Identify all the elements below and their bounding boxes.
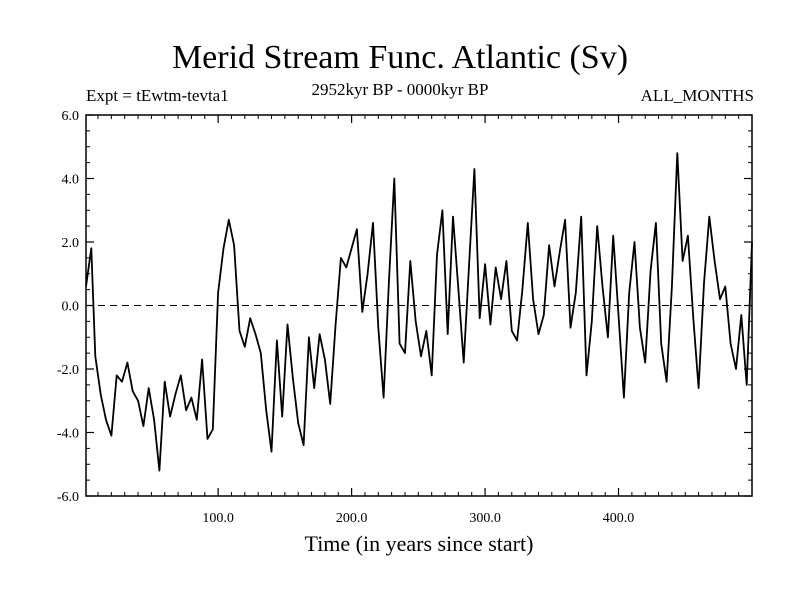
- months-label: ALL_MONTHS: [640, 86, 754, 105]
- y-tick-label: 2.0: [62, 236, 80, 251]
- series-layer: [85, 152, 753, 472]
- x-tick-label: 300.0: [469, 511, 501, 526]
- experiment-label: Expt = tEwtm-tevta1: [86, 86, 229, 105]
- y-tick-label: 4.0: [62, 173, 80, 188]
- y-tick-label: -6.0: [57, 490, 79, 505]
- series-line-amoc: [85, 152, 753, 472]
- chart-title: Merid Stream Func. Atlantic (Sv): [171, 39, 629, 76]
- time-range-label: 2952kyr BP - 0000kyr BP: [311, 80, 489, 99]
- ticks-layer: -6.0 -4.0 -2.0 0.0 2.0 4.0 6.0 100.0 200.0 300.0 4…: [57, 109, 752, 526]
- y-tick-label: 0.0: [62, 300, 80, 315]
- x-tick-label: 200.0: [336, 511, 368, 526]
- x-axis-label: Time (in years since start): [305, 531, 534, 556]
- x-tick-label: 400.0: [603, 511, 635, 526]
- x-tick-label: 100.0: [202, 511, 234, 526]
- y-tick-label: -4.0: [57, 427, 79, 442]
- y-tick-label: 6.0: [62, 109, 80, 124]
- y-tick-label: -2.0: [57, 363, 79, 378]
